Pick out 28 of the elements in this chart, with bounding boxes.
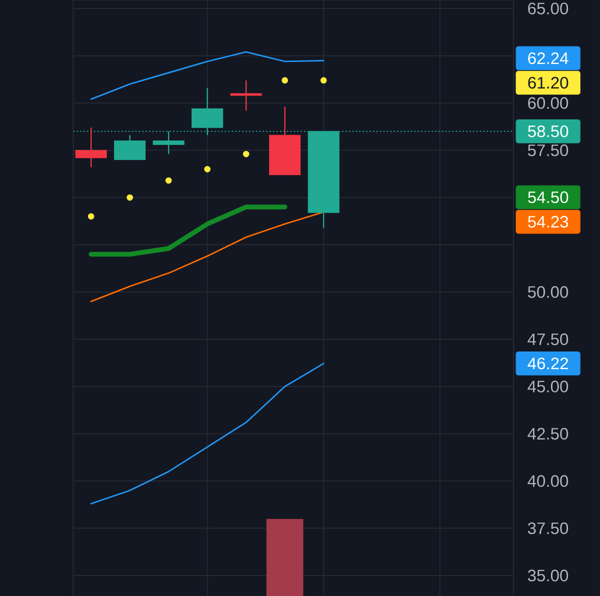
line-series bbox=[90, 211, 324, 302]
ref-line-label: 58.50 bbox=[528, 125, 568, 138]
text: 61.20 bbox=[528, 76, 568, 88]
y-tick-label: 50.00 bbox=[528, 286, 568, 298]
line-series bbox=[90, 362, 324, 504]
point bbox=[88, 213, 94, 220]
text: 54.50 bbox=[528, 191, 568, 203]
y-tick-label: 35.00 bbox=[528, 570, 568, 582]
point bbox=[320, 76, 327, 84]
y-tick-label: 60.00 bbox=[528, 96, 568, 109]
point bbox=[126, 194, 134, 201]
text: 62.24 bbox=[528, 52, 568, 64]
y-tick-label: 57.50 bbox=[528, 144, 568, 156]
point bbox=[282, 76, 288, 84]
y-tick-label: 40.00 bbox=[528, 475, 568, 487]
line-series bbox=[88, 204, 288, 256]
point bbox=[242, 150, 250, 158]
y-tick-label: 42.50 bbox=[528, 428, 568, 440]
text: 54.23 bbox=[528, 216, 568, 228]
y-tick-label: 37.50 bbox=[528, 522, 568, 534]
point bbox=[165, 177, 172, 184]
text: 46.22 bbox=[528, 357, 568, 370]
point bbox=[204, 166, 211, 172]
y-tick-label: 47.50 bbox=[528, 333, 568, 345]
y-tick-label: 65.00 bbox=[528, 2, 568, 14]
y-tick-label: 45.00 bbox=[528, 380, 568, 392]
line-series bbox=[90, 51, 324, 100]
candlestick bbox=[230, 80, 262, 112]
